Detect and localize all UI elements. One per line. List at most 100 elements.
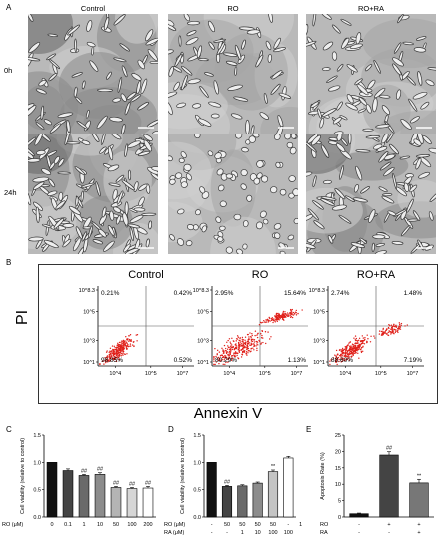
flow-plot-title: Control [128,269,163,281]
flow-cytometry-plots: Control 10^8.3 10^5 10^3 10^1 10^4 10^5 10^7 0.2… [79,269,424,377]
chart-row-value: 100 [268,530,277,536]
flow-xlabel: Annexin V [193,405,263,422]
chart-bar [206,462,217,518]
chart-row-value: + [417,522,420,528]
row-label-0h: 0h [4,66,13,75]
micrograph-texture [306,14,436,134]
flow-y-tick-label: 10^1 [313,360,325,366]
chart-bar [252,482,263,518]
chart-row-value: - [358,522,360,528]
chart-bar [283,457,294,518]
chart-y-tick-label: 20 [335,449,341,455]
chart-significance-mark: ## [81,468,88,474]
panel-e-label: E [306,425,312,434]
flow-y-tick-label: 10^3 [83,338,95,344]
chart-row-value: 0.1 [64,522,72,528]
column-title-ro-ra: RO+RA [357,4,385,13]
flow-quadrant-q-lr: 7.19% [404,357,423,364]
flow-x-tick-label: 10^5 [259,371,271,377]
chart-row-value: 100 [299,522,302,528]
chart-row-value: + [417,530,420,536]
flow-x-tick-label: 10^4 [339,371,351,377]
chart-bar [110,487,122,518]
chart-row-value: - [287,522,289,528]
chart-row-value: 50 [270,522,276,528]
chart-y-tick-label: 1.5 [33,433,41,439]
chart-row-value: - [226,530,228,536]
chart-y-tick-label: 0.0 [193,515,201,521]
flow-y-tick-label: 10^3 [313,338,325,344]
chart-row-label: RA [320,530,328,536]
micrograph-texture [28,14,158,134]
panel-d-label: D [168,425,174,434]
chart-bar [126,488,138,518]
flow-y-tick-label: 10^5 [83,310,95,316]
panel-c-label: C [6,425,12,434]
flow-event-dots [329,322,409,366]
chart-row-value: - [211,530,213,536]
row-label-24h: 24h [4,188,17,197]
flow-quadrant-q-ll: 88.60% [331,357,353,364]
chart-ylabel: Cell viability (relative to control) [20,438,26,514]
chart-row-value: + [387,522,390,528]
chart-y-tick-label: 1.0 [193,460,201,466]
chart-significance-mark: ## [224,479,231,485]
chart-row-value: 100 [127,522,136,528]
chart-row-value: - [358,530,360,536]
flow-x-tick-label: 10^4 [223,371,235,377]
chart-y-tick-label: 0.5 [33,488,41,494]
chart-bar [46,462,58,518]
chart-bar [349,513,369,518]
chart-bar [142,487,154,518]
flow-x-tick-label: 10^5 [375,371,387,377]
flow-x-tick-label: 10^7 [291,371,303,377]
chart-significance-mark: ## [129,481,136,487]
chart-y-tick-label: 1.0 [33,460,41,466]
flow-quadrant-q-ul: 2.74% [331,290,350,297]
micrograph-texture [28,134,158,254]
chart-bar [221,486,233,518]
micrograph-ro-0h [168,14,298,134]
chart-row-value: 10 [255,530,261,536]
chart-row-value: 100 [284,530,293,536]
chart-bar [267,471,279,518]
chart-row-value: - [211,522,213,528]
flow-y-tick-label: 10^8.3 [309,288,325,294]
chart-row-value: 50 [239,522,245,528]
micrograph-control-0h [28,14,158,134]
micrograph-control-24h [28,134,158,254]
chart-row-label: RO (μM) [164,522,185,528]
chart-ylabel: Apoptosis Rate (%) [320,452,326,500]
micrograph-texture [168,14,298,134]
chart-y-tick-label: 1.5 [193,433,201,439]
chart-row-value: - [388,530,390,536]
flow-y-tick-label: 10^8.3 [193,288,209,294]
flow-x-tick-label: 10^5 [145,371,157,377]
flow-quadrant-q-ur: 15.64% [284,290,306,297]
flow-quadrant-q-ll: 80.29% [215,357,237,364]
flow-x-tick-label: 10^7 [177,371,189,377]
flow-y-tick-label: 10^8.3 [79,288,95,294]
flow-quadrant-q-ul: 0.21% [101,290,120,297]
flow-quadrant-q-lr: 0.52% [174,357,193,364]
flow-event-dots [99,333,139,366]
chart-row-value: 1 [241,530,244,536]
flow-cytometry-frame [38,264,438,404]
flow-y-tick-label: 10^1 [197,360,209,366]
chart-significance-mark: ** [271,464,276,470]
chart-row-label: RO [320,522,329,528]
flow-x-tick-label: 10^7 [407,371,419,377]
column-title-control: Control [80,4,106,13]
chart-bar [237,485,248,518]
chart-bar [379,454,399,518]
chart-ylabel: Cell viability (relative to control) [180,438,186,514]
chart-significance-mark: ## [145,480,152,486]
flow-plot-title: RO [252,269,269,281]
chart-significance-mark: ## [386,446,393,452]
column-title-ro: RO [227,4,239,13]
chart-row-value: 50 [224,522,230,528]
flow-y-tick-label: 10^5 [313,310,325,316]
flow-quadrant-q-ur: 1.48% [404,290,423,297]
chart-d: Cell viability (relative to control) 0.0 0… [164,433,302,536]
chart-y-tick-label: 5 [338,499,341,505]
